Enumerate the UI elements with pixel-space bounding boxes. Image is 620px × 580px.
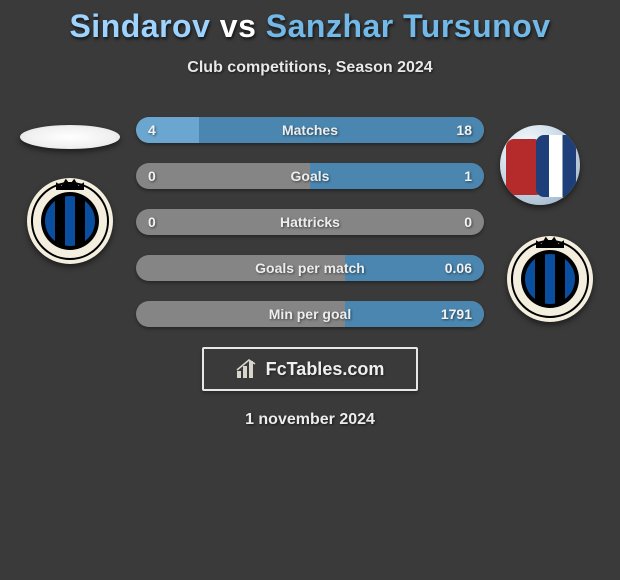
player2-club-badge xyxy=(507,236,593,322)
stat-row: Hattricks0 0 xyxy=(136,209,484,235)
vs-separator: vs xyxy=(220,8,257,44)
player1-name: Sindarov xyxy=(69,8,210,44)
stat-label: Hattricks xyxy=(136,209,484,235)
player1-avatar xyxy=(20,125,120,149)
stat-rows: Matches418Goals01Hattricks00Goals per ma… xyxy=(136,117,484,327)
stat-value-right: 1791 xyxy=(441,301,472,327)
stat-label: Matches xyxy=(136,117,484,143)
stat-value-right: 18 xyxy=(456,117,472,143)
stat-row: Goals0 1 xyxy=(136,163,484,189)
player1-club-badge xyxy=(27,178,113,264)
stat-value-right: 0.06 xyxy=(445,255,472,281)
stat-value-left: 0 xyxy=(148,163,156,189)
stat-row: Goals per match0.06 xyxy=(136,255,484,281)
brand-box[interactable]: FcTables.com xyxy=(202,347,418,391)
date-stamp: 1 november 2024 xyxy=(0,411,620,429)
player2-name: Sanzhar Tursunov xyxy=(266,8,551,44)
competition-subtitle: Club competitions, Season 2024 xyxy=(0,59,620,77)
stat-row: Matches4 18 xyxy=(136,117,484,143)
player2-avatar xyxy=(500,125,580,205)
stat-label: Goals per match xyxy=(136,255,484,281)
stat-label: Goals xyxy=(136,163,484,189)
stat-value-right: 0 xyxy=(464,209,472,235)
stat-label: Min per goal xyxy=(136,301,484,327)
stat-value-right: 1 xyxy=(464,163,472,189)
comparison-title: Sindarov vs Sanzhar Tursunov xyxy=(0,0,620,45)
stat-row: Min per goal1791 xyxy=(136,301,484,327)
brand-text: FcTables.com xyxy=(266,359,385,380)
stat-value-left: 0 xyxy=(148,209,156,235)
stat-value-left: 4 xyxy=(148,117,156,143)
bars-chart-icon xyxy=(236,359,260,379)
